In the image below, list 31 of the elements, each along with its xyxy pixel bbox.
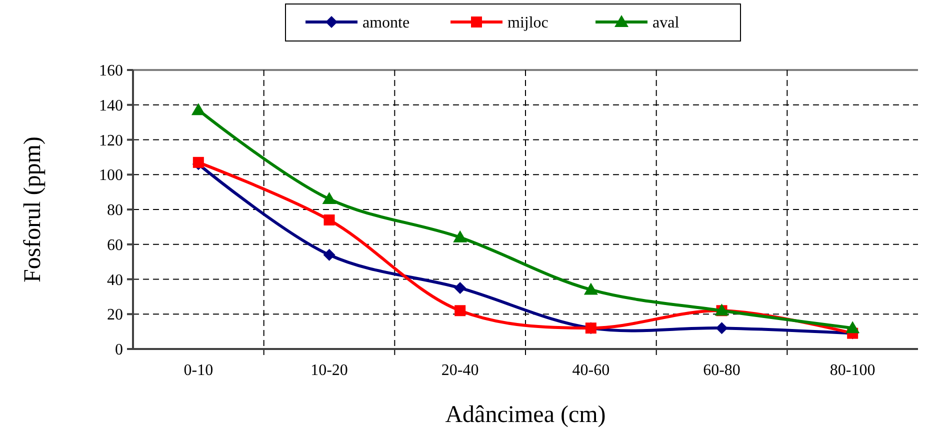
x-tick-label: 60-80 [703, 362, 740, 379]
y-tick-label: 40 [107, 272, 123, 289]
legend-label: amonte [362, 14, 410, 32]
x-tick-label: 10-20 [310, 362, 348, 379]
legend-label: mijloc [508, 14, 548, 32]
point [454, 282, 466, 294]
point [324, 214, 335, 226]
y-tick-label: 60 [107, 236, 123, 254]
y-tick-label: 120 [99, 132, 123, 150]
y-tick-label: 20 [107, 306, 123, 324]
point [192, 156, 204, 168]
x-tick-label: 0-10 [184, 362, 214, 379]
y-tick-label: 100 [99, 167, 123, 184]
y-tick-label: 0 [115, 342, 123, 359]
y-tick-label: 140 [99, 97, 123, 114]
point [453, 230, 468, 242]
point [191, 103, 206, 116]
x-axis-title: Adâncimea (cm) [445, 402, 606, 428]
point [716, 322, 728, 334]
point [323, 248, 336, 261]
point [322, 192, 336, 204]
legend-label: aval [652, 14, 680, 32]
x-tick-label: 80-100 [830, 362, 876, 379]
y-tick-label: 160 [99, 62, 123, 80]
x-tick-label: 40-60 [572, 362, 610, 379]
point [454, 305, 466, 316]
x-tick-label: 20-40 [441, 362, 479, 379]
y-tick-label: 80 [107, 202, 123, 220]
y-axis-title: Fosforul (ppm) [20, 136, 46, 282]
point [584, 282, 598, 295]
point [846, 321, 860, 334]
